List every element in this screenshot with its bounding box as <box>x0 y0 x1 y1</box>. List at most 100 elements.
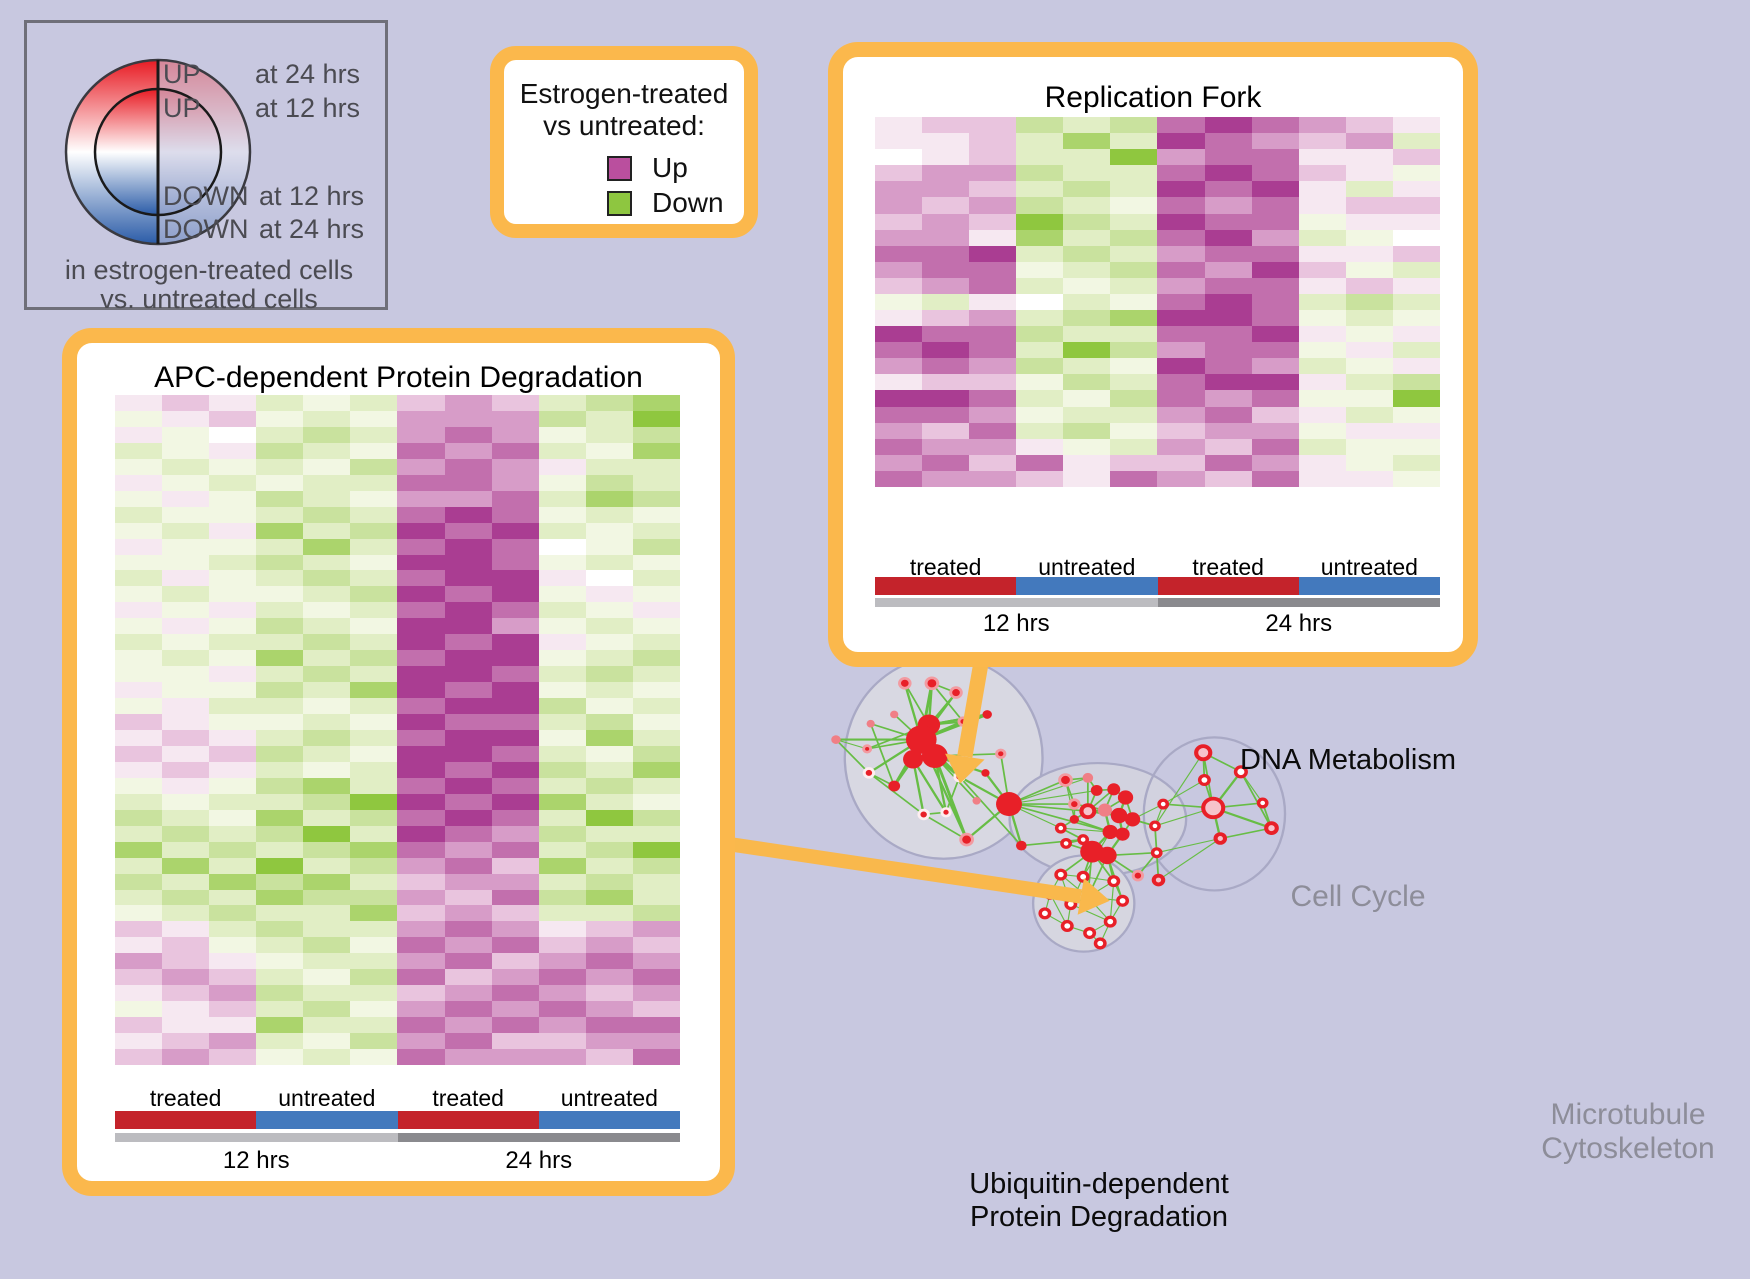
network-node <box>1097 846 1117 865</box>
heatmap-cell <box>1392 277 1440 294</box>
heatmap-cell <box>115 730 163 746</box>
heatmap-cell <box>922 342 970 359</box>
heatmap-cell <box>397 1017 445 1034</box>
heatmap-cell <box>1110 326 1158 343</box>
heatmap-cell <box>1016 261 1064 278</box>
heatmap-cell <box>350 682 398 699</box>
heatmap-cell <box>1345 261 1393 278</box>
heatmap-cell <box>397 586 445 603</box>
heatmap-cell <box>162 586 210 603</box>
heatmap-cell <box>444 969 492 986</box>
heatmap-cell <box>632 761 680 778</box>
network-edge <box>923 813 968 841</box>
heatmap-cell <box>1204 422 1252 439</box>
heatmap-cell <box>350 953 398 970</box>
network-node <box>1090 784 1103 796</box>
heatmap-cell <box>875 149 923 166</box>
heatmap-cell <box>1016 326 1064 343</box>
heatmap-cell <box>303 953 351 970</box>
heatmap-cell <box>969 406 1017 423</box>
heatmap-cell <box>115 969 163 986</box>
heatmap-cell <box>115 1033 163 1050</box>
heatmap-cell <box>1063 165 1111 182</box>
heatmap-cell <box>256 825 304 842</box>
down-label: Down <box>652 187 724 218</box>
heatmap-cell <box>1110 277 1158 294</box>
heatmap-cell <box>115 490 163 507</box>
heatmap-cell <box>1063 326 1111 343</box>
heatmap-cell <box>162 634 210 651</box>
heatmap-cell <box>162 905 210 922</box>
heatmap-cell <box>115 698 163 715</box>
heatmap-cell <box>209 905 257 922</box>
heatmap-cell <box>115 761 163 778</box>
heatmap-cell <box>162 1001 210 1018</box>
heatmap-cell <box>1157 149 1205 166</box>
heatmap-cell <box>209 490 257 507</box>
heatmap-cell <box>585 985 633 1002</box>
heatmap-cell <box>397 905 445 922</box>
network-node <box>1054 822 1067 834</box>
network-edge <box>945 776 961 813</box>
heatmap-cell <box>632 1049 680 1065</box>
heatmap-cell <box>969 342 1017 359</box>
heatmap-cell <box>585 410 633 427</box>
heatmap-cell <box>209 761 257 778</box>
heatmap-cell <box>115 554 163 571</box>
heatmap-cell <box>632 841 680 858</box>
heatmap-cell <box>162 618 210 635</box>
heatmap-cell <box>1204 342 1252 359</box>
down-color-swatch <box>607 191 632 216</box>
ubiquitin-degradation-label: Ubiquitin-dependent Protein Degradation <box>969 1168 1229 1234</box>
heatmap-cell <box>444 474 492 491</box>
heatmap-cell <box>1157 390 1205 407</box>
heatmap-cell <box>969 261 1017 278</box>
heatmap-cell <box>875 310 923 327</box>
apc-degradation-panel: APC-dependent Protein Degradation treate… <box>62 328 735 1196</box>
heatmap-cell <box>303 969 351 986</box>
heatmap-cell <box>585 873 633 890</box>
heatmap-cell <box>538 969 586 986</box>
heatmap-cell <box>875 165 923 182</box>
heatmap-cell <box>115 714 163 730</box>
heatmap-cell <box>115 905 163 922</box>
heatmap-cell <box>1204 229 1252 246</box>
heatmap-cell <box>1345 213 1393 230</box>
heatmap-cell <box>256 682 304 699</box>
network-node <box>1150 847 1163 859</box>
heatmap-cell <box>922 358 970 375</box>
heatmap-cell <box>1157 133 1205 150</box>
heatmap-cell <box>491 395 539 411</box>
heatmap-cell <box>256 857 304 874</box>
heatmap-cell <box>1063 197 1111 214</box>
heatmap-cell <box>256 554 304 571</box>
heatmap-cell <box>922 293 970 311</box>
heatmap-cell <box>585 538 633 555</box>
heatmap-cell <box>444 985 492 1002</box>
heatmap-cell <box>209 474 257 491</box>
heatmap-cell <box>632 905 680 922</box>
heatmap-cell <box>397 698 445 715</box>
heatmap-cell <box>303 921 351 938</box>
heatmap-cell <box>444 602 492 619</box>
heatmap-cell <box>1345 181 1393 198</box>
scale-dir-up12: UP <box>163 93 201 123</box>
heatmap-cell <box>538 905 586 922</box>
heatmap-cell <box>397 969 445 986</box>
network-node <box>1131 869 1145 882</box>
heatmap-cell <box>1157 374 1205 391</box>
network-node <box>972 796 981 805</box>
heatmap-cell <box>491 1033 539 1050</box>
heatmap-cell <box>209 666 257 683</box>
heatmap-cell <box>115 586 163 603</box>
heatmap-cell <box>969 165 1017 182</box>
heatmap-cell <box>162 953 210 970</box>
heatmap-cell <box>1157 277 1205 294</box>
heatmap-cell <box>969 470 1017 487</box>
heatmap-cell <box>585 1001 633 1018</box>
heatmap-cell <box>209 650 257 667</box>
heatmap-cell <box>1392 245 1440 262</box>
heatmap-cell <box>585 937 633 954</box>
heatmap-cell <box>538 554 586 571</box>
heatmap-cell <box>632 650 680 667</box>
